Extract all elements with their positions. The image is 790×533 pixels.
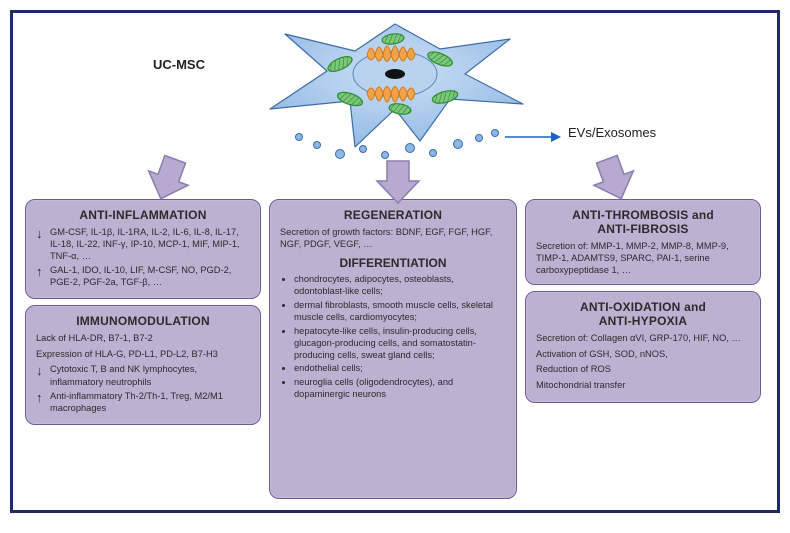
exosome-dot <box>475 134 483 142</box>
down-arrow-icon: ↓ <box>36 227 46 240</box>
immuno-down: Cytotoxic T, B and NK lymphocytes, infla… <box>50 363 250 387</box>
list-item: hepatocyte-like cells, insulin-producing… <box>294 326 506 362</box>
ev-arrow-icon <box>503 129 563 145</box>
col-mid: REGENERATION Secretion of growth factors… <box>269 199 517 499</box>
large-arrow-icon <box>373 157 423 207</box>
immuno-line-1: Lack of HLA-DR, B7-1, B7-2 <box>36 332 250 345</box>
anti-thrombosis-text: Secretion of: MMP-1, MMP-2, MMP-8, MMP-9… <box>536 240 750 276</box>
exosome-dot <box>359 145 367 153</box>
exosome-dot <box>295 133 303 141</box>
regeneration-text: Secretion of growth factors: BDNF, EGF, … <box>280 226 506 250</box>
box-anti-oxidation: ANTI-OXIDATION and ANTI-HYPOXIA Secretio… <box>525 291 761 403</box>
exosome-dot <box>491 129 499 137</box>
anti-inflammation-up: GAL-1, IDO, IL-10, LIF, M-CSF, NO, PGD-2… <box>50 264 250 288</box>
differentiation-list: chondrocytes, adipocytes, osteoblasts, o… <box>280 274 506 401</box>
title-immunomodulation: IMMUNOMODULATION <box>36 314 250 328</box>
anti-ox-line-4: Mitochondrial transfer <box>536 379 750 392</box>
box-regeneration: REGENERATION Secretion of growth factors… <box>269 199 517 499</box>
down-arrow-icon: ↓ <box>36 364 46 377</box>
exosome-dot <box>313 141 321 149</box>
columns: ANTI-INFLAMMATION ↓ GM-CSF, IL-1β, IL-1R… <box>25 199 765 499</box>
title-anti-thrombosis: ANTI-THROMBOSIS and ANTI-FIBROSIS <box>536 208 750 236</box>
exosome-dot <box>453 139 463 149</box>
title-differentiation: DIFFERENTIATION <box>280 256 506 270</box>
title-anti-oxidation: ANTI-OXIDATION and ANTI-HYPOXIA <box>536 300 750 328</box>
title-anti-inflammation: ANTI-INFLAMMATION <box>36 208 250 222</box>
exosome-dot <box>429 149 437 157</box>
list-item: neuroglia cells (oligodendrocytes), and … <box>294 377 506 401</box>
anti-ox-line-1: Secretion of: Collagen αVI, GRP-170, HIF… <box>536 332 750 345</box>
diagram-frame: UC-MSC EVs/Exosomes ANTI-INFLAMMATION ↓ … <box>10 10 780 513</box>
list-item: dermal fibroblasts, smooth muscle cells,… <box>294 300 506 324</box>
box-immunomodulation: IMMUNOMODULATION Lack of HLA-DR, B7-1, B… <box>25 305 261 424</box>
immuno-line-2: Expression of HLA-G, PD-L1, PD-L2, B7-H3 <box>36 348 250 361</box>
evs-label: EVs/Exosomes <box>568 125 656 140</box>
exosome-dot <box>335 149 345 159</box>
anti-ox-line-2: Activation of GSH, SOD, nNOS, <box>536 348 750 361</box>
immuno-up: Anti-inflammatory Th-2/Th-1, Treg, M2/M1… <box>50 390 250 414</box>
title-line: ANTI-HYPOXIA <box>599 314 687 328</box>
cell-label: UC-MSC <box>153 57 205 72</box>
anti-inflammation-down: GM-CSF, IL-1β, IL-1RA, IL-2, IL-6, IL-8,… <box>50 226 250 262</box>
col-left: ANTI-INFLAMMATION ↓ GM-CSF, IL-1β, IL-1R… <box>25 199 261 499</box>
box-anti-inflammation: ANTI-INFLAMMATION ↓ GM-CSF, IL-1β, IL-1R… <box>25 199 261 299</box>
box-anti-thrombosis: ANTI-THROMBOSIS and ANTI-FIBROSIS Secret… <box>525 199 761 285</box>
col-right: ANTI-THROMBOSIS and ANTI-FIBROSIS Secret… <box>525 199 761 499</box>
title-line: ANTI-OXIDATION and <box>580 300 706 314</box>
exosome-dot <box>405 143 415 153</box>
title-regeneration: REGENERATION <box>280 208 506 222</box>
title-line: ANTI-THROMBOSIS and <box>572 208 714 222</box>
title-line: ANTI-FIBROSIS <box>597 222 688 236</box>
up-arrow-icon: ↑ <box>36 391 46 404</box>
list-item: endothelial cells; <box>294 363 506 375</box>
anti-ox-line-3: Reduction of ROS <box>536 363 750 376</box>
list-item: chondrocytes, adipocytes, osteoblasts, o… <box>294 274 506 298</box>
up-arrow-icon: ↑ <box>36 265 46 278</box>
